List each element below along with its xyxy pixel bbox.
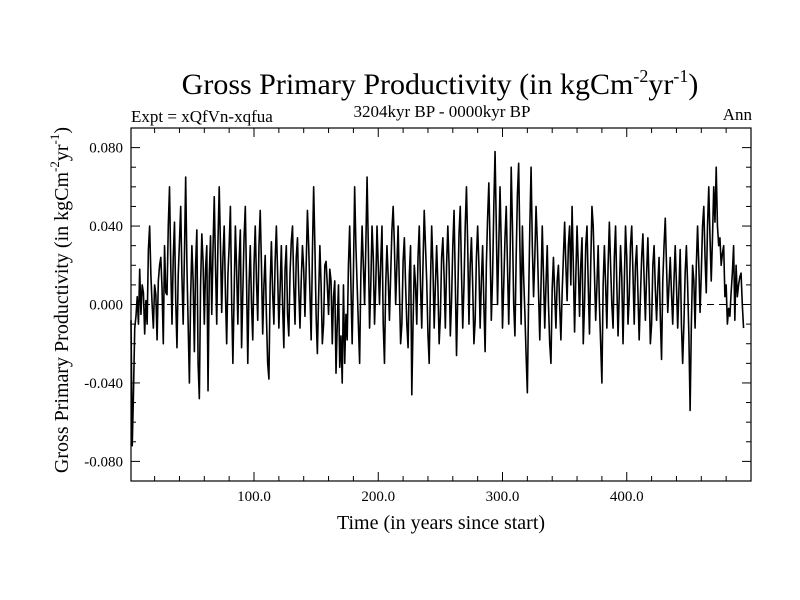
- x-tick-label: 400.0: [610, 489, 644, 505]
- y-tick-label: 0.000: [89, 298, 123, 314]
- x-tick-label: 100.0: [237, 489, 271, 505]
- y-tick-label: -0.040: [84, 376, 123, 392]
- subtitle-right: Ann: [723, 105, 753, 124]
- series-line: [130, 150, 745, 447]
- y-tick-label: 0.040: [89, 219, 123, 235]
- y-axis-label: Gross Primary Productivity (in kgCm-2yr-…: [47, 127, 73, 473]
- y-tick-label: 0.080: [89, 141, 123, 157]
- subtitle-center: 3204kyr BP - 0000kyr BP: [354, 102, 531, 121]
- plot-frame: [130, 127, 752, 482]
- x-axis-label: Time (in years since start): [337, 512, 545, 534]
- x-tick-label: 200.0: [361, 489, 395, 505]
- x-tick-label: 300.0: [486, 489, 520, 505]
- chart-title: Gross Primary Productivity (in kgCm-2yr-…: [182, 66, 699, 101]
- y-tick-label: -0.080: [84, 454, 123, 470]
- subtitle-left: Expt = xQfVn-xqfua: [131, 107, 273, 126]
